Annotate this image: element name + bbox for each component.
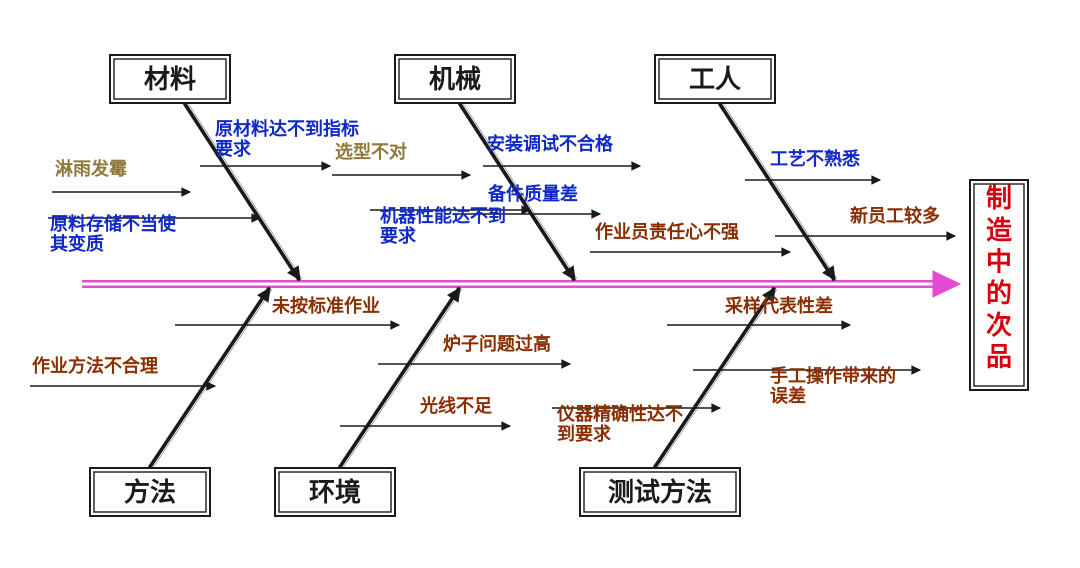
svg-text:工艺不熟悉: 工艺不熟悉: [770, 148, 861, 169]
svg-text:新员工较多: 新员工较多: [850, 205, 940, 226]
svg-text:光线不足: 光线不足: [419, 395, 492, 416]
category-label: 机械: [429, 65, 481, 94]
svg-text:作业方法不合理: 作业方法不合理: [32, 355, 158, 376]
svg-text:造: 造: [986, 216, 1012, 245]
effect-box: 制造中的次品: [970, 180, 1028, 390]
svg-text:安装调试不合格: 安装调试不合格: [487, 133, 614, 154]
category-man: 工人: [655, 55, 775, 103]
svg-text:未按标准作业: 未按标准作业: [272, 295, 380, 316]
fishbone-diagram: 原材料达不到指标要求淋雨发霉原料存储不当使其变质选型不对安装调试不合格备件质量差…: [0, 0, 1080, 568]
category-materials: 材料: [110, 55, 230, 103]
svg-text:选型不对: 选型不对: [335, 141, 407, 162]
svg-text:仪器精确性达不到要求: 仪器精确性达不到要求: [556, 403, 683, 444]
svg-text:淋雨发霉: 淋雨发霉: [55, 158, 127, 179]
category-label: 材料: [144, 65, 196, 94]
svg-text:采样代表性差: 采样代表性差: [724, 295, 833, 316]
svg-text:备件质量差: 备件质量差: [487, 183, 578, 204]
svg-text:炉子问题过高: 炉子问题过高: [443, 333, 551, 354]
svg-text:品: 品: [986, 343, 1012, 372]
svg-text:中: 中: [986, 248, 1012, 277]
svg-text:制: 制: [986, 184, 1012, 213]
category-machine: 机械: [395, 55, 515, 103]
svg-text:机器性能达不到要求: 机器性能达不到要求: [380, 205, 506, 246]
category-label: 方法: [124, 477, 176, 507]
svg-text:的: 的: [986, 278, 1012, 308]
category-environment: 环境: [275, 468, 395, 516]
category-label: 测试方法: [608, 477, 712, 507]
category-label: 工人: [689, 65, 741, 94]
svg-text:手工操作带来的误差: 手工操作带来的误差: [770, 365, 896, 406]
category-method: 方法: [90, 468, 210, 516]
svg-text:原料存储不当使其变质: 原料存储不当使其变质: [50, 213, 177, 254]
category-label: 环境: [309, 477, 361, 507]
svg-text:次: 次: [986, 311, 1012, 340]
category-test: 测试方法: [580, 468, 740, 516]
svg-text:作业员责任心不强: 作业员责任心不强: [595, 221, 739, 242]
